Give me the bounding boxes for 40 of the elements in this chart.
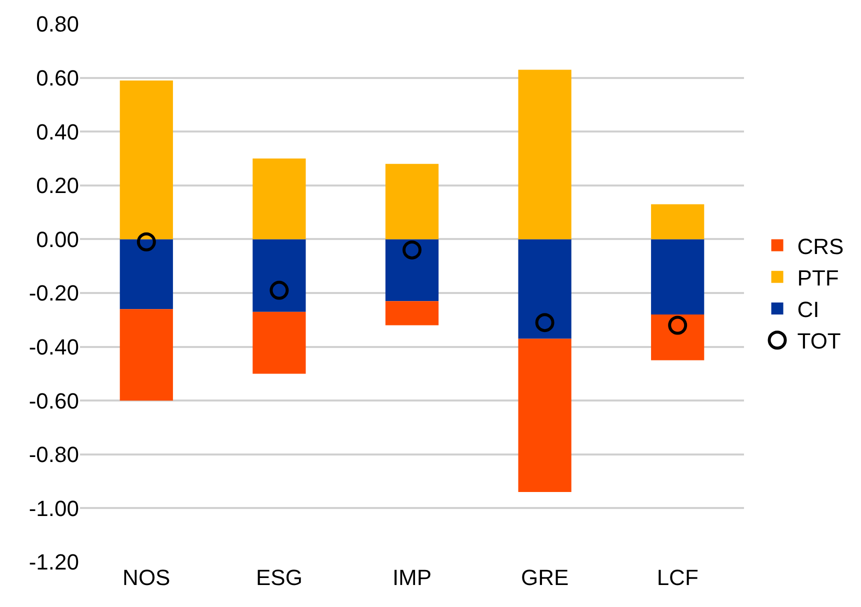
bar [651,314,704,360]
y-tick-label: -1.00 [28,496,79,521]
y-tick-label: 0.20 [36,173,79,198]
point [136,232,156,252]
y-tick-label: 0.40 [36,119,79,144]
x-tick-label: NOS [122,565,170,590]
bar [252,239,306,312]
bar [385,301,439,326]
bar [252,312,306,374]
y-tick-label: -0.40 [28,334,79,360]
legend-label: CI [797,297,820,322]
bar [651,204,704,240]
y-tick-label: -0.80 [28,442,79,468]
bar [518,239,572,339]
legend-label: CRS [797,234,844,259]
y-tick-label: 0.80 [36,12,79,37]
y-tick-label: 0.00 [36,226,79,252]
bar [252,158,306,240]
y-tick-label: -0.60 [28,388,79,414]
legend-label: TOT [797,328,841,354]
bar [385,239,439,302]
y-tick-label: 0.60 [36,66,79,90]
bar [120,309,173,401]
x-tick-label: GRE [520,565,569,590]
x-tick-label: ESG [256,565,302,590]
point [668,316,688,335]
y-tick-label: -1.20 [28,550,79,575]
y-tick-label: -0.20 [28,280,79,306]
x-tick-label: LCF [656,565,698,590]
bar [385,164,439,240]
legend-label: PTF [797,265,839,290]
bar [651,239,704,315]
bar [120,80,173,240]
bar [120,239,173,310]
bar [518,338,572,492]
point [402,240,422,260]
bar [518,70,572,240]
point [270,280,289,300]
x-tick-label: IMP [392,565,432,590]
point [535,313,554,332]
